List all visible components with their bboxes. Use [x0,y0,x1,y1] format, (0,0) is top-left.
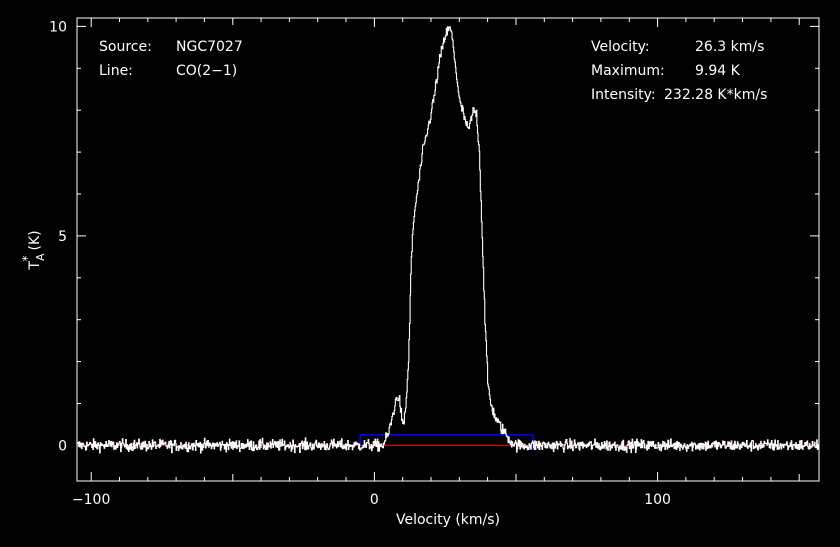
spectrum-line [77,26,819,454]
y-axis-title: TA* (K) [20,230,47,270]
x-tick-label: −100 [72,492,110,508]
y-axis-title-superscript: * [20,256,34,262]
x-axis-title: Velocity (km/s) [396,512,500,528]
maximum-label: Maximum: [591,63,665,79]
velocity-label: Velocity: [591,39,650,55]
y-axis-title-main: T [27,261,43,271]
source-value: NGC7027 [176,39,243,55]
tick-marks [77,18,819,481]
x-tick-labels: −100 0 100 [72,492,671,508]
y-tick-labels: 0 5 10 [49,19,67,454]
line-value: CO(2−1) [176,63,237,79]
x-tick-label: 100 [644,492,671,508]
y-axis-title-unit: (K) [27,230,43,250]
y-tick-label: 5 [58,229,67,245]
y-axis-title-text: TA* (K) [20,230,47,270]
series-layer [77,26,819,454]
intensity-value: 232.28 K*km/s [664,87,767,103]
y-axis-title-subscript: A [34,253,47,261]
x-tick-label: 0 [370,492,379,508]
intensity-label: Intensity: [591,87,656,103]
source-label: Source: [99,39,152,55]
line-label: Line: [99,63,133,79]
plot-frame [76,17,820,482]
y-tick-label: 0 [58,438,67,454]
maximum-value: 9.94 K [695,63,741,79]
y-tick-label: 10 [49,19,67,35]
velocity-value: 26.3 km/s [695,39,764,55]
